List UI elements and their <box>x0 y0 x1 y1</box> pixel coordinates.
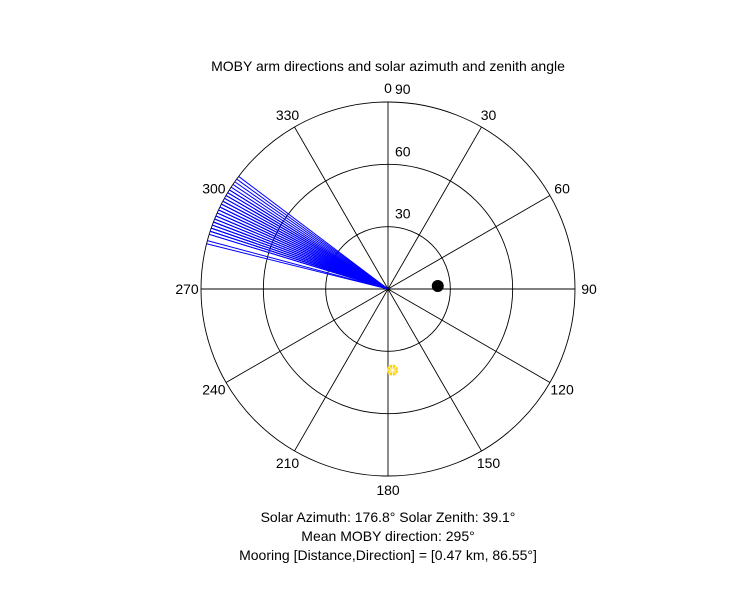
moby-arm-line <box>222 200 389 290</box>
moby-arm-line <box>230 186 389 290</box>
moby-arm-line <box>236 178 389 290</box>
angle-tick-label-30: 30 <box>481 107 497 123</box>
moby-arm-line <box>219 206 389 290</box>
sun-ray <box>388 365 393 371</box>
moby-arm-line <box>206 243 389 290</box>
radial-tick-label-60: 60 <box>395 143 411 159</box>
moby-arm-line <box>218 209 389 290</box>
angle-tick-label-300: 300 <box>202 181 226 197</box>
moby-arm-line <box>229 189 389 290</box>
moby-arm-line <box>238 176 389 290</box>
moby-direction-caption: Mean MOBY direction: 295° <box>301 528 475 544</box>
sun-ray <box>392 365 398 371</box>
moby-arm-line <box>214 218 389 290</box>
angle-tick-label-90: 90 <box>581 281 597 297</box>
solar-caption: Solar Azimuth: 176.8° Solar Zenith: 39.1… <box>260 509 516 525</box>
moby-arm-line <box>213 221 389 290</box>
moby-arm-line <box>232 184 389 290</box>
mooring-marker <box>431 279 444 292</box>
moby-arm-line <box>224 197 389 290</box>
moby-arm-line <box>234 181 389 290</box>
angle-tick-label-120: 120 <box>550 382 574 398</box>
moby-arm-line <box>209 233 389 290</box>
moby-arm-line <box>212 224 389 290</box>
sun-ray <box>388 369 393 375</box>
moby-arm-line <box>209 230 389 290</box>
sun-marker <box>386 364 399 377</box>
moby-arms <box>206 176 389 290</box>
angle-tick-label-240: 240 <box>202 382 226 398</box>
moby-arm-line <box>221 203 389 290</box>
markers <box>386 279 444 377</box>
moby-arm-line <box>216 212 389 290</box>
tick-labels: 0 30 60 90 120 150 180 210 240 270 300 330 30 60 90 <box>175 80 597 498</box>
angle-tick-label-0: 0 <box>384 80 392 96</box>
angle-tick-label-60: 60 <box>554 181 570 197</box>
sun-ray <box>392 369 398 375</box>
chart-title: MOBY arm directions and solar azimuth an… <box>211 58 565 74</box>
moby-arm-line <box>225 195 389 290</box>
moby-arm-line <box>227 192 389 290</box>
angle-tick-label-150: 150 <box>477 455 501 471</box>
moby-arm-line <box>215 215 389 290</box>
moby-arm-line <box>207 240 389 290</box>
angle-tick-label-210: 210 <box>276 455 300 471</box>
angle-tick-label-180: 180 <box>376 482 400 498</box>
radial-tick-label-90: 90 <box>395 81 411 97</box>
angle-tick-label-330: 330 <box>276 107 300 123</box>
angle-tick-label-270: 270 <box>175 281 199 297</box>
mooring-caption: Mooring [Distance,Direction] = [0.47 km,… <box>239 547 537 563</box>
radial-tick-label-30: 30 <box>395 206 411 222</box>
moby-arm-line <box>211 227 389 290</box>
